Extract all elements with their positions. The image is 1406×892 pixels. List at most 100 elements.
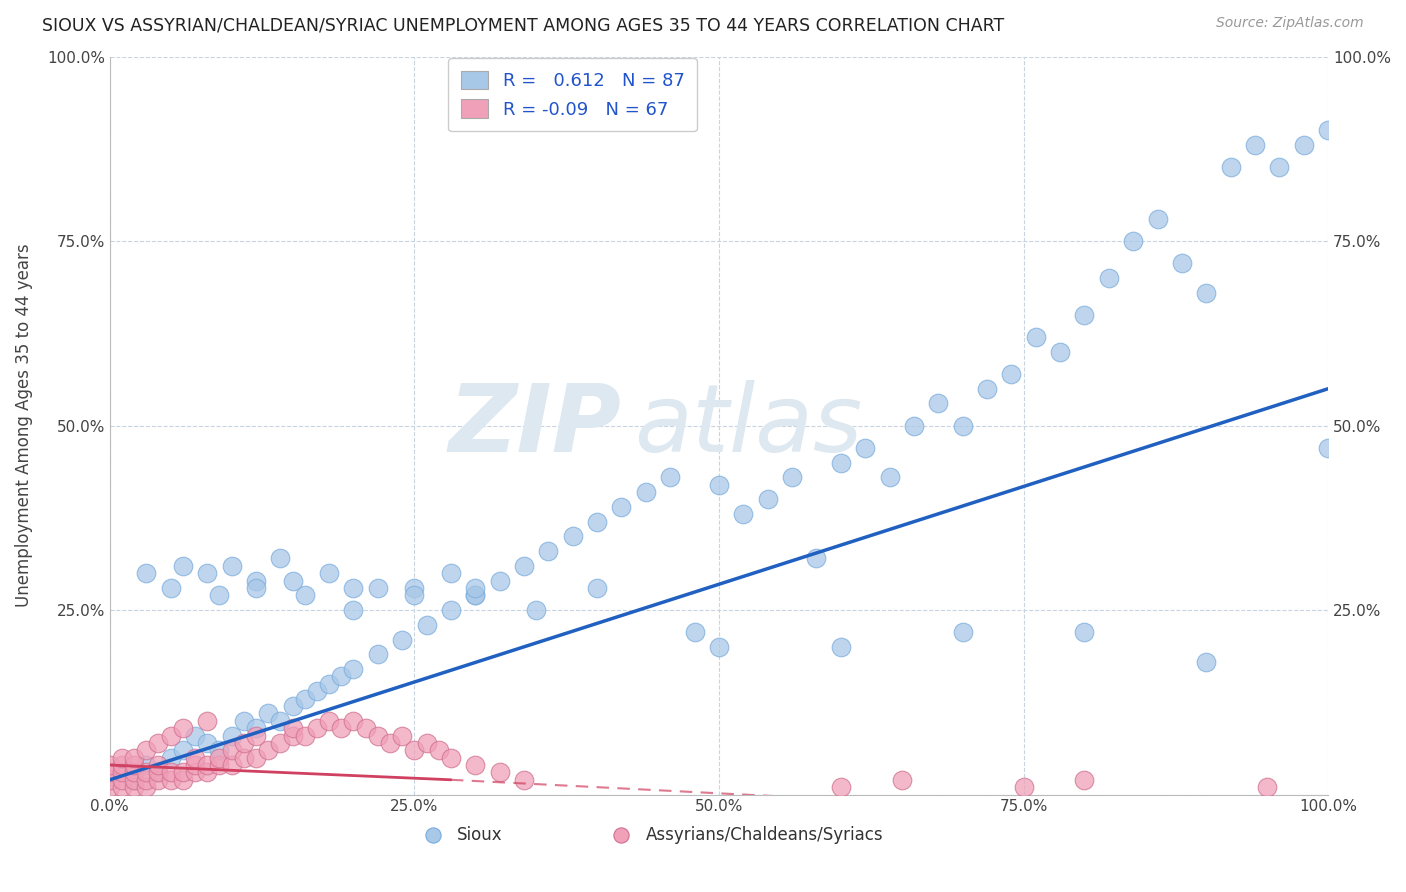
Point xyxy=(172,743,194,757)
Point xyxy=(404,588,426,602)
Point xyxy=(756,492,779,507)
Point xyxy=(707,477,730,491)
Point xyxy=(404,581,426,595)
Point xyxy=(269,551,291,566)
Point xyxy=(318,566,340,581)
Point xyxy=(148,772,170,787)
Point xyxy=(354,721,377,735)
Point xyxy=(245,581,267,595)
Point xyxy=(111,750,134,764)
Point xyxy=(111,772,134,787)
Point xyxy=(172,765,194,780)
Point xyxy=(269,736,291,750)
Point xyxy=(537,544,560,558)
Point xyxy=(195,765,218,780)
Point xyxy=(952,418,974,433)
Point xyxy=(367,648,389,662)
Point xyxy=(488,765,510,780)
Point xyxy=(1025,330,1047,344)
Point xyxy=(1317,123,1340,137)
Point xyxy=(1000,367,1022,381)
Point xyxy=(135,765,157,780)
Point xyxy=(330,669,353,683)
Point xyxy=(513,772,536,787)
Point xyxy=(232,714,254,728)
Point xyxy=(111,780,134,794)
Point xyxy=(184,758,207,772)
Point xyxy=(342,603,364,617)
Point xyxy=(269,714,291,728)
Point xyxy=(586,515,609,529)
Legend: R =   0.612   N = 87, R = -0.09   N = 67: R = 0.612 N = 87, R = -0.09 N = 67 xyxy=(449,58,697,131)
Point xyxy=(1292,138,1315,153)
Point xyxy=(440,566,463,581)
Point xyxy=(172,721,194,735)
Point xyxy=(1098,271,1121,285)
Point xyxy=(976,382,998,396)
Point xyxy=(1012,780,1035,794)
Point xyxy=(208,750,231,764)
Point xyxy=(221,558,243,573)
Point xyxy=(427,743,450,757)
Point xyxy=(208,743,231,757)
Point xyxy=(1073,625,1095,640)
Point xyxy=(927,396,949,410)
Point xyxy=(524,603,547,617)
Point xyxy=(305,721,328,735)
Point xyxy=(342,714,364,728)
Point xyxy=(245,721,267,735)
Point xyxy=(281,698,304,713)
Point xyxy=(830,780,852,794)
Point xyxy=(488,574,510,588)
Point xyxy=(780,470,803,484)
Point xyxy=(464,581,486,595)
Point xyxy=(159,750,181,764)
Text: Source: ZipAtlas.com: Source: ZipAtlas.com xyxy=(1216,16,1364,30)
Point xyxy=(122,750,145,764)
Point xyxy=(294,691,316,706)
Point xyxy=(342,581,364,595)
Point xyxy=(830,456,852,470)
Point xyxy=(232,736,254,750)
Point xyxy=(733,507,755,521)
Point xyxy=(683,625,706,640)
Point xyxy=(195,758,218,772)
Point xyxy=(148,765,170,780)
Point xyxy=(367,581,389,595)
Point xyxy=(440,750,463,764)
Point xyxy=(257,706,280,721)
Point xyxy=(122,765,145,780)
Point xyxy=(415,617,437,632)
Point xyxy=(634,485,657,500)
Point xyxy=(221,758,243,772)
Point xyxy=(221,743,243,757)
Point xyxy=(318,714,340,728)
Point xyxy=(1146,212,1168,227)
Point xyxy=(122,780,145,794)
Point xyxy=(1317,441,1340,455)
Point xyxy=(172,772,194,787)
Point xyxy=(159,765,181,780)
Point xyxy=(111,758,134,772)
Point xyxy=(890,772,912,787)
Point xyxy=(135,758,157,772)
Point xyxy=(281,721,304,735)
Point xyxy=(659,470,682,484)
Point xyxy=(391,729,413,743)
Point xyxy=(1195,285,1218,300)
Point xyxy=(184,750,207,764)
Point xyxy=(159,581,181,595)
Point xyxy=(1122,234,1144,248)
Point xyxy=(1244,138,1267,153)
Point xyxy=(464,758,486,772)
Point xyxy=(221,729,243,743)
Point xyxy=(378,736,401,750)
Point xyxy=(281,574,304,588)
Point xyxy=(440,603,463,617)
Point xyxy=(1195,655,1218,669)
Point xyxy=(586,581,609,595)
Point xyxy=(318,677,340,691)
Point xyxy=(1073,308,1095,322)
Point xyxy=(245,729,267,743)
Point xyxy=(184,729,207,743)
